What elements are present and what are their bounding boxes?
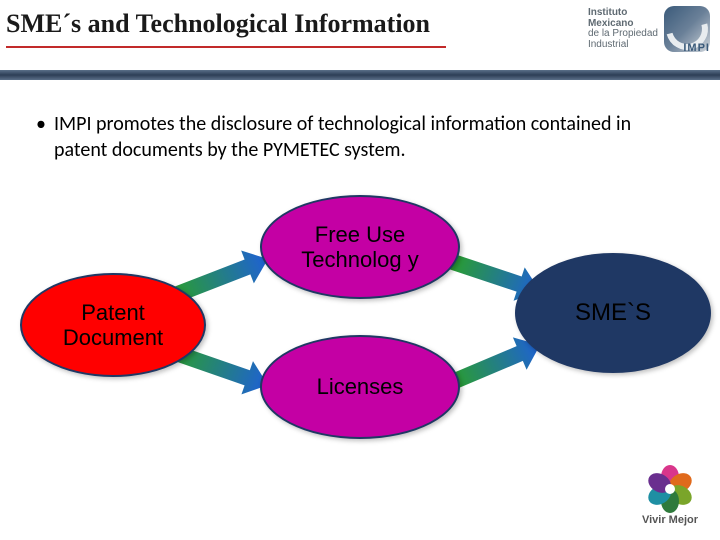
flower-center-icon — [665, 484, 675, 494]
impi-logo: Instituto Mexicano de la Propiedad Indus… — [588, 6, 710, 52]
header: SME´s and Technological Information Inst… — [0, 0, 720, 70]
logo-line3: de la Propiedad — [588, 29, 658, 40]
node-licenses: Licenses — [260, 335, 460, 439]
logo-line1: Instituto — [588, 8, 658, 19]
node-label-freeuse: Free Use Technolog y — [262, 222, 458, 273]
page-title: SME´s and Technological Information — [6, 10, 430, 39]
impi-logo-text: Instituto Mexicano de la Propiedad Indus… — [588, 8, 658, 50]
node-label-patent: Patent Document — [22, 300, 204, 351]
bullet-text: IMPI promotes the disclosure of technolo… — [54, 112, 670, 163]
node-label-licenses: Licenses — [307, 374, 414, 399]
node-smes: SME`S — [515, 253, 711, 373]
logo-line4: Industrial — [588, 40, 658, 51]
arrow-licenses-smes — [447, 337, 540, 390]
node-label-smes: SME`S — [565, 299, 661, 327]
node-freeuse: Free Use Technolog y — [260, 195, 460, 299]
node-patent: Patent Document — [20, 273, 206, 377]
footer-logo-text: Vivir Mejor — [642, 514, 698, 526]
header-divider — [0, 70, 720, 80]
flower-icon — [647, 466, 693, 512]
vivir-mejor-logo: Vivir Mejor — [642, 466, 698, 526]
flow-diagram: Patent Document Free Use Technolog y Licen… — [0, 195, 720, 495]
impi-abbrev: IMPI — [683, 42, 710, 54]
title-underline — [6, 46, 446, 48]
